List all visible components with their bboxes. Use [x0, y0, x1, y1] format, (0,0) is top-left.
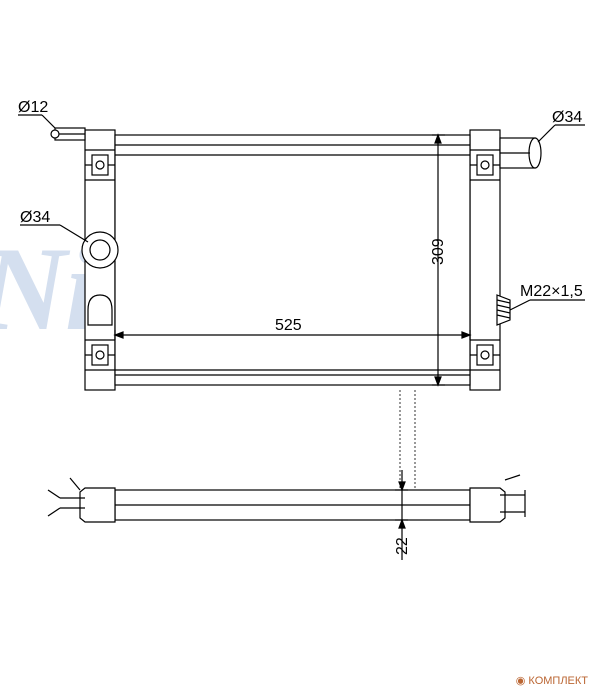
dim-left-port-12: Ø12: [18, 99, 48, 116]
dim-thread: M22×1,5: [520, 283, 583, 300]
footer-brand: ◉ КОМПЛЕКТ: [516, 674, 588, 687]
footer-text: КОМПЛЕКТ: [528, 675, 588, 687]
dim-left-port-34: Ø34: [20, 209, 50, 226]
technical-drawing: Ø12 Ø34 Ø34 M22×1,5 525 309 22: [0, 0, 600, 695]
footer-icon: ◉: [516, 675, 526, 687]
dim-height: 309: [430, 238, 447, 265]
dim-right-port-34: Ø34: [552, 109, 582, 126]
dim-thickness: 22: [394, 537, 411, 555]
dim-width: 525: [275, 317, 302, 334]
